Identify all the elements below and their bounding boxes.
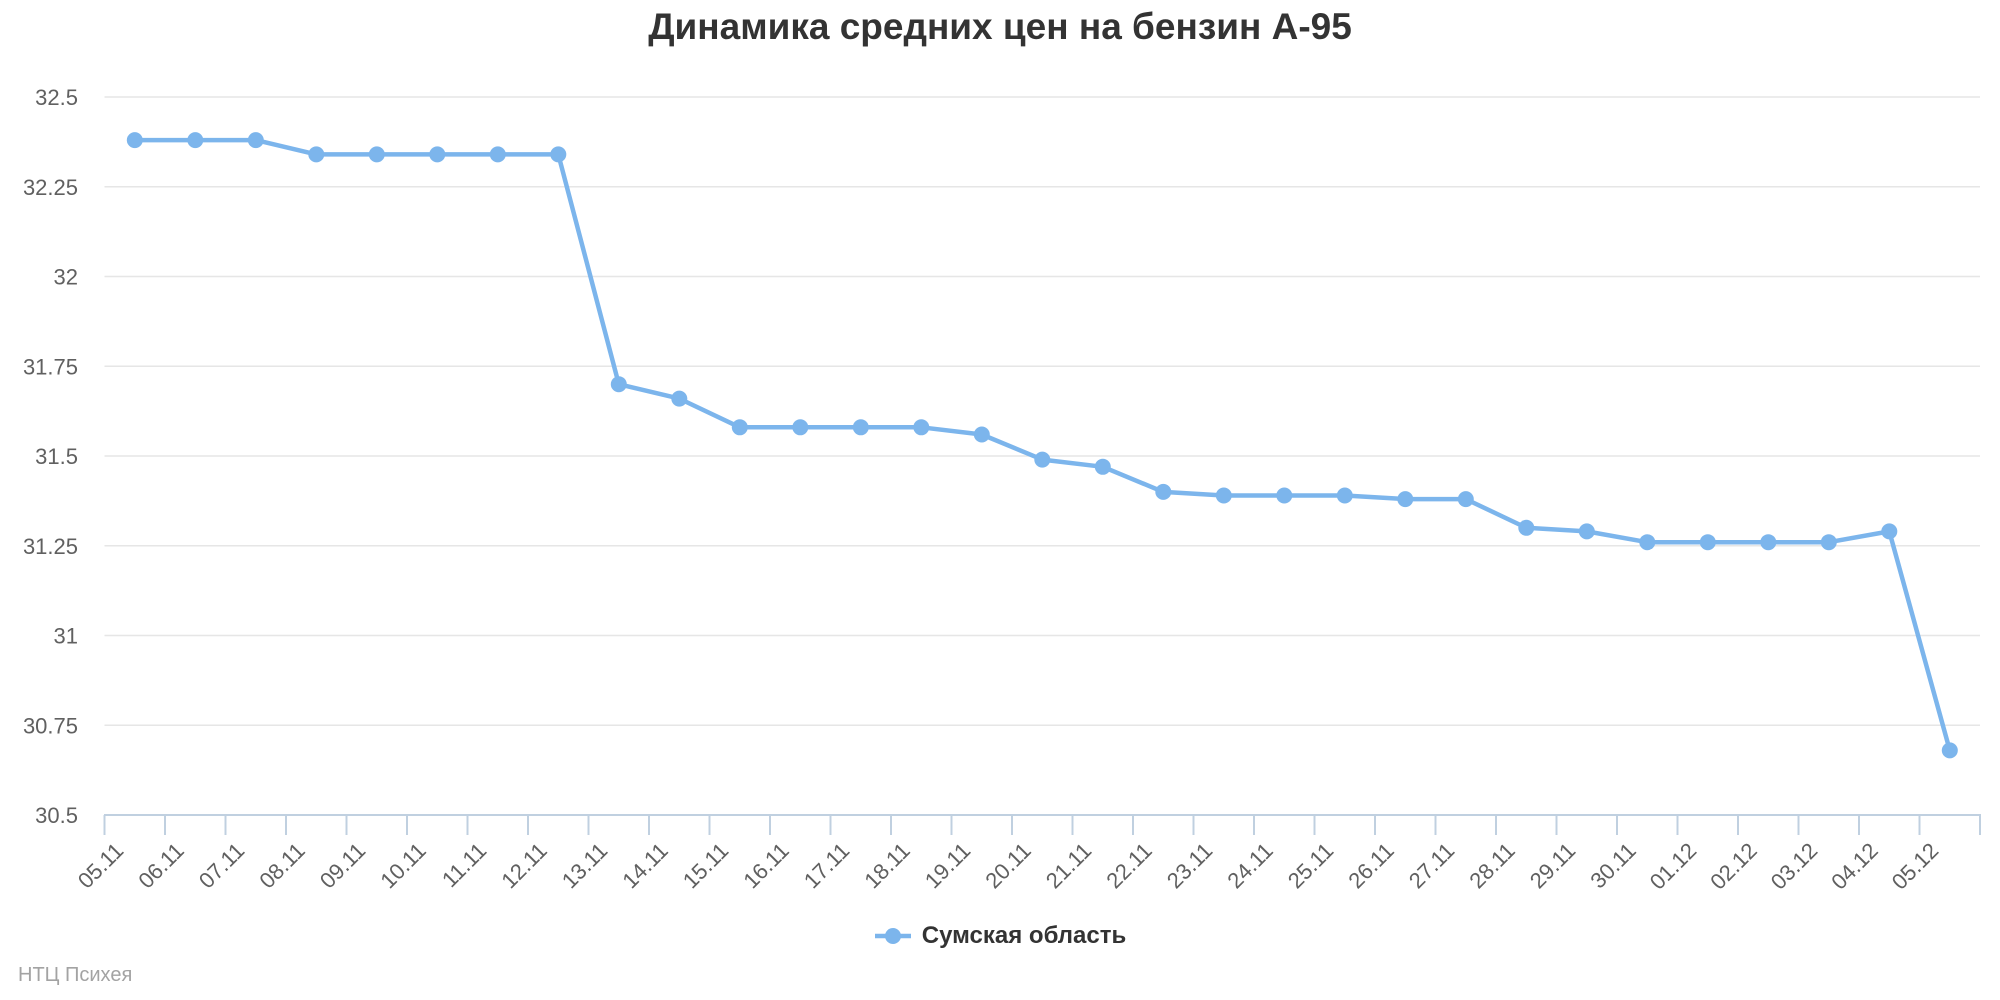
data-point-marker[interactable] xyxy=(1215,487,1232,504)
x-axis-label: 28.11 xyxy=(1464,838,1519,893)
data-point-marker[interactable] xyxy=(1034,451,1051,468)
data-point-marker[interactable] xyxy=(852,419,869,436)
data-point-marker[interactable] xyxy=(1518,519,1535,536)
data-point-marker[interactable] xyxy=(1881,523,1898,540)
x-axis-label: 26.11 xyxy=(1343,838,1398,893)
x-axis-label: 29.11 xyxy=(1525,838,1580,893)
x-axis-label: 09.11 xyxy=(315,838,370,893)
y-axis-label: 31.25 xyxy=(23,534,78,559)
data-point-marker[interactable] xyxy=(671,390,688,407)
x-axis-label: 16.11 xyxy=(738,838,793,893)
data-point-marker[interactable] xyxy=(126,132,143,149)
data-point-marker[interactable] xyxy=(1336,487,1353,504)
data-point-marker[interactable] xyxy=(792,419,809,436)
data-point-marker[interactable] xyxy=(973,426,990,443)
x-axis-label: 15.11 xyxy=(678,838,733,893)
y-axis-label: 31 xyxy=(54,624,78,649)
y-axis-label: 31.75 xyxy=(23,354,78,379)
data-point-marker[interactable] xyxy=(1094,458,1111,475)
legend-label: Сумская область xyxy=(921,922,1127,949)
x-axis-label: 17.11 xyxy=(799,838,854,893)
watermark-text: НТЦ Психея xyxy=(18,964,133,986)
x-axis-label: 23.11 xyxy=(1162,838,1217,893)
legend-marker-dot xyxy=(884,928,901,944)
x-axis-label: 08.11 xyxy=(254,838,309,893)
x-axis-label: 19.11 xyxy=(920,838,975,893)
data-point-marker[interactable] xyxy=(550,146,567,163)
x-axis-label: 14.11 xyxy=(617,838,672,893)
x-axis-label: 22.11 xyxy=(1101,838,1156,893)
data-point-marker[interactable] xyxy=(1699,534,1716,551)
y-axis-label: 30.5 xyxy=(35,803,78,828)
legend-line-marker-icon xyxy=(874,928,911,944)
data-point-marker[interactable] xyxy=(308,146,325,163)
x-axis-label: 04.12 xyxy=(1826,838,1883,895)
data-point-marker[interactable] xyxy=(1155,483,1172,500)
x-axis-label: 10.11 xyxy=(375,838,430,893)
data-point-marker[interactable] xyxy=(1760,534,1777,551)
data-point-marker[interactable] xyxy=(368,146,385,163)
y-axis-label: 31.5 xyxy=(35,444,78,469)
data-point-marker[interactable] xyxy=(913,419,930,436)
data-point-marker[interactable] xyxy=(187,132,204,149)
data-point-marker[interactable] xyxy=(1457,491,1474,508)
x-axis-label: 05.11 xyxy=(73,838,128,893)
y-axis-label: 32.25 xyxy=(23,175,78,200)
x-axis-label: 03.12 xyxy=(1766,838,1823,895)
series-line xyxy=(132,137,1953,753)
x-axis-label: 07.11 xyxy=(194,838,249,893)
legend: Сумская область xyxy=(0,922,2000,950)
x-axis-label: 27.11 xyxy=(1404,838,1459,893)
x-axis-label: 21.11 xyxy=(1041,838,1096,893)
y-axis-label: 32.5 xyxy=(35,85,78,110)
x-axis-label: 25.11 xyxy=(1283,838,1338,893)
chart-title: Динамика средних цен на бензин А-95 xyxy=(648,6,1352,47)
x-axis-label: 06.11 xyxy=(133,838,188,893)
legend-item-sumy-region[interactable]: Сумская область xyxy=(874,922,1127,950)
y-axis-label: 30.75 xyxy=(23,713,78,738)
x-axis-label: 11.11 xyxy=(437,838,491,892)
x-axis-label: 02.12 xyxy=(1705,838,1762,895)
data-point-marker[interactable] xyxy=(489,146,506,163)
y-axis-label: 32 xyxy=(54,265,78,290)
data-point-marker[interactable] xyxy=(731,419,748,436)
data-point-marker[interactable] xyxy=(1276,487,1293,504)
data-point-marker[interactable] xyxy=(1820,534,1837,551)
x-axis-label: 18.11 xyxy=(859,838,914,893)
x-axis-label: 20.11 xyxy=(980,838,1035,893)
data-point-marker[interactable] xyxy=(1578,523,1595,540)
data-point-marker[interactable] xyxy=(429,146,446,163)
x-axis-label: 13.11 xyxy=(557,838,612,893)
data-point-marker[interactable] xyxy=(610,376,627,393)
x-axis-label: 01.12 xyxy=(1645,838,1702,895)
data-point-marker[interactable] xyxy=(1639,534,1656,551)
data-point-marker[interactable] xyxy=(1941,742,1958,759)
x-axis-label: 30.11 xyxy=(1585,838,1640,893)
data-point-marker[interactable] xyxy=(1397,491,1414,508)
x-axis-label: 05.12 xyxy=(1887,838,1944,895)
data-point-marker[interactable] xyxy=(247,132,264,149)
x-axis-label: 24.11 xyxy=(1222,838,1277,893)
x-axis-label: 12.11 xyxy=(496,838,551,893)
